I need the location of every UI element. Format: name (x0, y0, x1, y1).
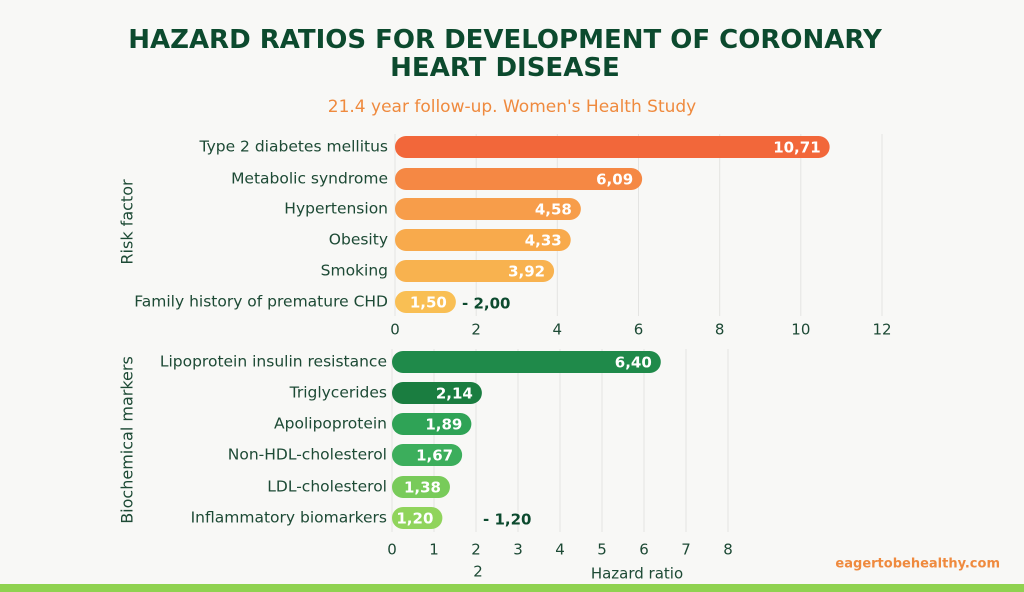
x-tick-label: 7 (681, 541, 691, 559)
footer-band (0, 584, 1024, 592)
x-tick-label: 8 (723, 541, 733, 559)
x-tick-label: 4 (553, 321, 563, 339)
value-label: 1,50 (410, 294, 447, 312)
value-label: 10,71 (773, 139, 820, 157)
value-label: 3,92 (508, 263, 545, 281)
x-tick-label: 5 (597, 541, 607, 559)
category-label: Triglycerides (289, 384, 387, 402)
annotation: - 2,00 (462, 295, 510, 313)
bar (392, 507, 443, 529)
x-tick-label: 3 (513, 541, 523, 559)
x-tick-label: 4 (555, 541, 565, 559)
chart-title: HAZARD RATIOS FOR DEVELOPMENT OF CORONAR… (128, 25, 883, 83)
category-label: LDL-cholesterol (267, 478, 387, 496)
bar (392, 382, 482, 404)
category-label: Type 2 diabetes mellitus (199, 138, 388, 156)
annotation: 2 (473, 563, 483, 581)
value-label: 1,67 (416, 447, 453, 465)
x-tick-label: 0 (390, 321, 400, 339)
category-label: Obesity (329, 231, 388, 249)
category-label: Smoking (321, 262, 388, 280)
value-label: 4,33 (525, 232, 562, 250)
value-label: 1,38 (404, 479, 441, 497)
bar (395, 198, 581, 220)
x-tick-label: 10 (791, 321, 810, 339)
category-label: Hypertension (284, 200, 388, 218)
value-label: 2,14 (436, 385, 473, 403)
annotation: - 1,20 (483, 511, 531, 529)
x-tick-label: 6 (634, 321, 644, 339)
x-tick-label: 2 (471, 321, 481, 339)
x-tick-label: 12 (872, 321, 891, 339)
chart-subtitle: 21.4 year follow-up. Women's Health Stud… (328, 97, 696, 117)
bar (395, 136, 830, 158)
bar (395, 168, 643, 190)
x-tick-label: 2 (471, 541, 481, 559)
bar (395, 291, 456, 313)
value-label: 6,09 (596, 171, 633, 189)
bar (392, 413, 472, 435)
value-label: 4,58 (535, 201, 572, 219)
y-axis-label: Biochemical markers (118, 356, 137, 524)
x-tick-label: 1 (429, 541, 439, 559)
value-label: 6,40 (615, 354, 652, 372)
bar (395, 229, 571, 251)
category-label: Apolipoprotein (274, 415, 387, 433)
y-axis-label: Risk factor (118, 179, 137, 265)
bar (392, 351, 661, 373)
category-label: Non-HDL-cholesterol (228, 446, 387, 464)
category-label: Metabolic syndrome (231, 170, 388, 188)
x-tick-label: 0 (387, 541, 397, 559)
bar (392, 476, 450, 498)
x-tick-label: 6 (639, 541, 649, 559)
x-tick-label: 8 (715, 321, 725, 339)
category-label: Family history of premature CHD (134, 293, 388, 311)
value-label: 1,20 (396, 510, 433, 528)
category-label: Inflammatory biomarkers (191, 509, 387, 527)
value-label: 1,89 (425, 416, 462, 434)
bar (395, 260, 555, 282)
category-label: Lipoprotein insulin resistance (160, 353, 387, 371)
bar (392, 444, 463, 466)
x-axis-label: Hazard ratio (591, 565, 683, 583)
footer: eagertobehealthy.com (835, 557, 1000, 572)
